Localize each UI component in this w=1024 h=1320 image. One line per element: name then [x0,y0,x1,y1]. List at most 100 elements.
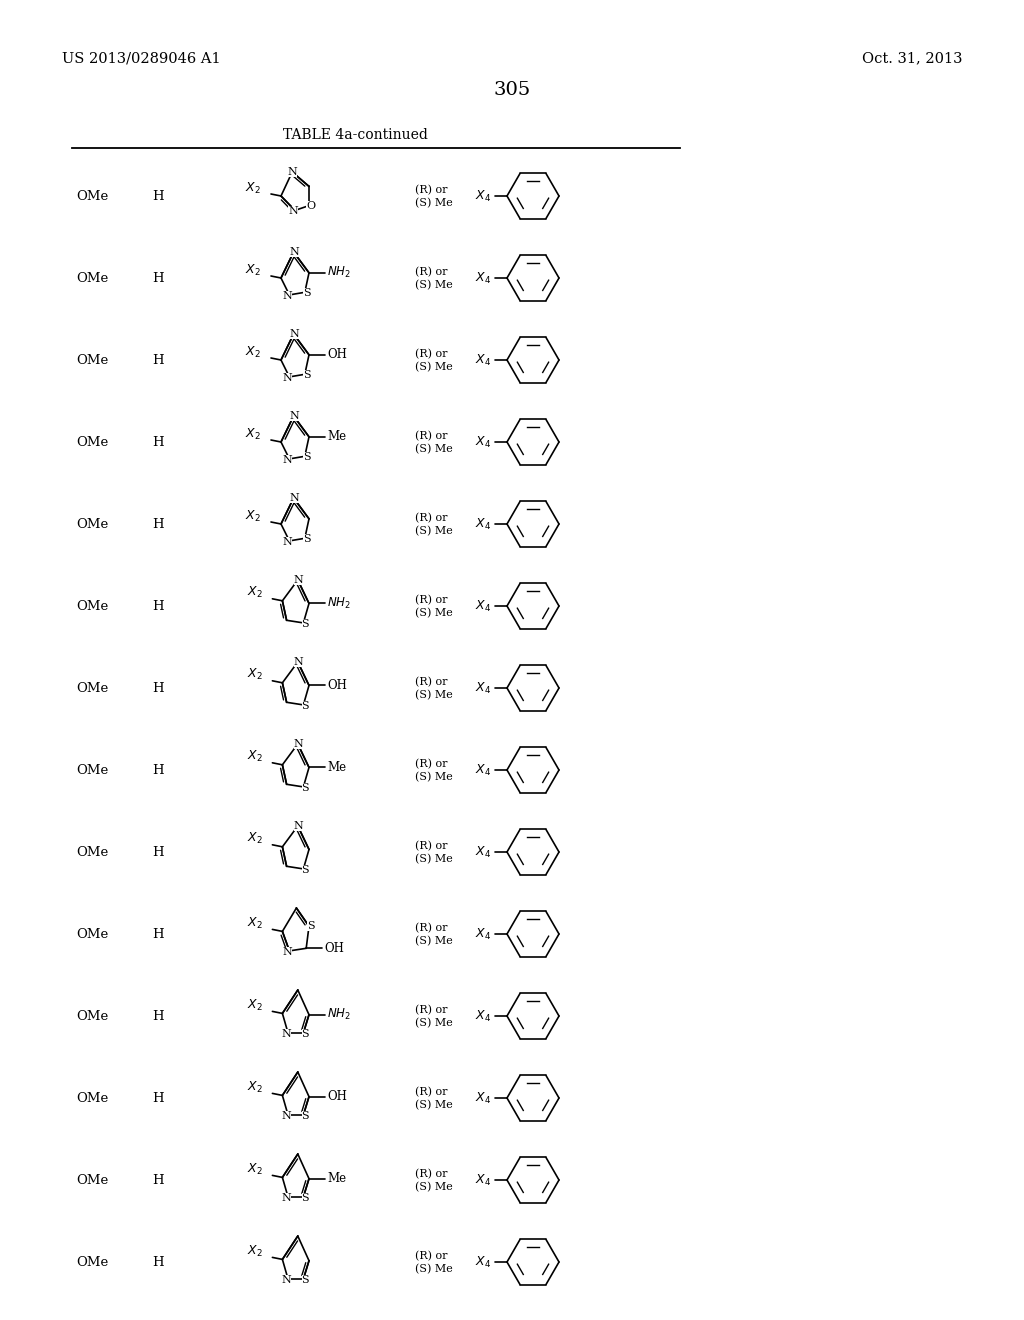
Text: Me: Me [327,760,346,774]
Text: (S) Me: (S) Me [415,1100,453,1110]
Text: (R) or: (R) or [415,759,447,770]
Text: S: S [303,535,310,544]
Text: N: N [290,329,299,339]
Text: $X_2$: $X_2$ [247,832,262,846]
Text: $X_2$: $X_2$ [247,667,262,682]
Text: S: S [302,783,309,793]
Text: (R) or: (R) or [415,677,447,688]
Text: $X_4$: $X_4$ [475,1008,492,1023]
Text: N: N [282,1275,291,1284]
Text: H: H [153,1173,164,1187]
Text: (R) or: (R) or [415,1086,447,1097]
Text: $X_4$: $X_4$ [475,271,492,285]
Text: OMe: OMe [76,928,109,940]
Text: (S) Me: (S) Me [415,280,453,290]
Text: H: H [153,1092,164,1105]
Text: H: H [153,763,164,776]
Text: H: H [153,517,164,531]
Text: H: H [153,190,164,202]
Text: (S) Me: (S) Me [415,525,453,536]
Text: $X_4$: $X_4$ [475,1090,492,1106]
Text: $X_4$: $X_4$ [475,598,492,614]
Text: $X_2$: $X_2$ [247,1080,262,1096]
Text: (R) or: (R) or [415,1005,447,1015]
Text: (R) or: (R) or [415,267,447,277]
Text: S: S [303,453,310,462]
Text: OH: OH [327,678,347,692]
Text: OMe: OMe [76,681,109,694]
Text: (S) Me: (S) Me [415,1018,453,1028]
Text: $X_2$: $X_2$ [247,1162,262,1177]
Text: N: N [294,821,304,832]
Text: $X_2$: $X_2$ [247,585,262,601]
Text: (S) Me: (S) Me [415,936,453,946]
Text: H: H [153,928,164,940]
Text: 305: 305 [494,81,530,99]
Text: N: N [290,492,299,503]
Text: OMe: OMe [76,1173,109,1187]
Text: TABLE 4a-continued: TABLE 4a-continued [283,128,427,143]
Text: $X_4$: $X_4$ [475,1172,492,1188]
Text: N: N [283,946,292,957]
Text: OMe: OMe [76,436,109,449]
Text: S: S [307,921,314,931]
Text: OH: OH [327,1090,347,1104]
Text: Oct. 31, 2013: Oct. 31, 2013 [861,51,962,65]
Text: H: H [153,1010,164,1023]
Text: (S) Me: (S) Me [415,198,453,209]
Text: $X_2$: $X_2$ [247,1243,262,1259]
Text: $X_2$: $X_2$ [246,426,261,442]
Text: S: S [303,371,310,380]
Text: S: S [302,1193,309,1203]
Text: H: H [153,436,164,449]
Text: (R) or: (R) or [415,348,447,359]
Text: N: N [288,206,298,216]
Text: OMe: OMe [76,763,109,776]
Text: (R) or: (R) or [415,185,447,195]
Text: H: H [153,599,164,612]
Text: (S) Me: (S) Me [415,444,453,454]
Text: OMe: OMe [76,1092,109,1105]
Text: $X_4$: $X_4$ [475,680,492,696]
Text: (R) or: (R) or [415,595,447,605]
Text: N: N [283,537,292,546]
Text: $X_4$: $X_4$ [475,189,492,203]
Text: $X_4$: $X_4$ [475,845,492,859]
Text: $X_2$: $X_2$ [247,916,262,931]
Text: (R) or: (R) or [415,841,447,851]
Text: $X_4$: $X_4$ [475,1254,492,1270]
Text: OMe: OMe [76,1010,109,1023]
Text: $X_2$: $X_2$ [247,998,262,1012]
Text: N: N [294,657,304,667]
Text: (S) Me: (S) Me [415,1181,453,1192]
Text: OMe: OMe [76,1255,109,1269]
Text: N: N [283,290,292,301]
Text: S: S [302,701,309,711]
Text: S: S [303,288,310,298]
Text: $NH_2$: $NH_2$ [327,1007,351,1022]
Text: (R) or: (R) or [415,513,447,523]
Text: S: S [302,865,309,875]
Text: S: S [302,619,309,628]
Text: (S) Me: (S) Me [415,1263,453,1274]
Text: OMe: OMe [76,599,109,612]
Text: S: S [302,1275,309,1284]
Text: (R) or: (R) or [415,1168,447,1179]
Text: N: N [294,739,304,748]
Text: N: N [288,168,297,177]
Text: $X_2$: $X_2$ [247,750,262,764]
Text: (R) or: (R) or [415,430,447,441]
Text: OH: OH [325,941,344,954]
Text: Me: Me [327,430,346,444]
Text: OMe: OMe [76,846,109,858]
Text: N: N [283,455,292,465]
Text: $X_2$: $X_2$ [246,263,261,277]
Text: (S) Me: (S) Me [415,690,453,700]
Text: Me: Me [327,1172,346,1185]
Text: $X_2$: $X_2$ [246,181,261,195]
Text: N: N [294,576,304,585]
Text: $NH_2$: $NH_2$ [327,595,351,611]
Text: OMe: OMe [76,272,109,285]
Text: $X_4$: $X_4$ [475,763,492,777]
Text: (S) Me: (S) Me [415,772,453,783]
